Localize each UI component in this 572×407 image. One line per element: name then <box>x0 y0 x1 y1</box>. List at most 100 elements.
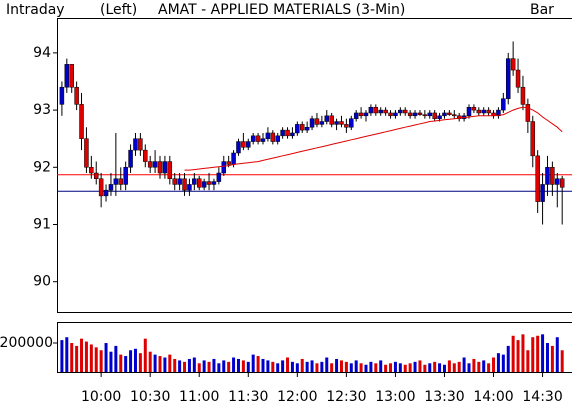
volume-bar <box>300 358 304 372</box>
x-tick-label: 11:30 <box>228 389 268 405</box>
volume-bar <box>232 357 236 372</box>
x-tick-label: 10:00 <box>81 389 121 405</box>
volume-tick-label: 200000 <box>0 335 53 351</box>
chart-style: Bar <box>530 2 554 18</box>
volume-bar <box>506 345 510 372</box>
volume-bar <box>325 357 329 372</box>
volume-bar <box>192 357 196 372</box>
volume-bar <box>271 361 275 372</box>
candle-body <box>349 118 354 128</box>
volume-bar <box>129 350 133 372</box>
candle-body <box>535 155 540 202</box>
volume-bar <box>305 361 309 372</box>
candle-body <box>481 109 486 114</box>
candle-body <box>103 189 109 197</box>
y-tick-label: 92 <box>33 159 51 175</box>
candle-body <box>280 129 285 137</box>
candle-body <box>172 178 177 185</box>
volume-bar <box>389 363 393 372</box>
volume-bar <box>197 363 201 372</box>
candle-body <box>255 135 261 142</box>
volume-bar <box>315 363 319 372</box>
candle-body <box>515 69 521 88</box>
volume-bar <box>119 354 123 372</box>
volume-bar <box>276 363 280 372</box>
candle-body <box>466 106 472 117</box>
header-left: Intraday <box>6 2 65 18</box>
volume-bar <box>452 363 456 372</box>
volume-bar <box>80 338 84 372</box>
candle-body <box>79 104 84 139</box>
volume-bar <box>75 345 79 372</box>
volume-bar <box>364 364 368 372</box>
axis-side: (Left) <box>100 2 137 18</box>
candle-body <box>398 109 403 114</box>
moving-average <box>184 106 563 171</box>
candle-body <box>108 184 114 191</box>
x-tick-label: 13:00 <box>375 389 415 405</box>
y-tick-label: 90 <box>33 274 51 290</box>
candle-body <box>525 104 531 122</box>
volume-bar <box>89 344 93 372</box>
volume-bar <box>428 363 432 372</box>
volume-bar <box>114 345 118 372</box>
candle-body <box>157 161 163 174</box>
x-tick-label: 13:30 <box>424 389 464 405</box>
y-tick-label: 94 <box>33 45 51 61</box>
candle-body <box>152 161 158 168</box>
candle-body <box>177 178 182 185</box>
candle-body <box>260 138 266 142</box>
volume-bar <box>168 354 172 372</box>
volume-bar <box>423 364 427 372</box>
volume-bar <box>84 341 88 372</box>
volume-bar <box>202 360 206 372</box>
candle-body <box>98 178 104 197</box>
candle-body <box>265 132 271 139</box>
volume-bar <box>133 348 137 372</box>
candle-body <box>221 161 227 174</box>
volume-bar <box>251 354 255 372</box>
candle-body <box>93 172 99 179</box>
candle-body <box>187 184 192 191</box>
candle-body <box>250 135 256 142</box>
candle-body <box>388 112 393 117</box>
x-tick-label: 12:00 <box>277 389 317 405</box>
candle-body <box>329 115 334 125</box>
candle-body <box>64 64 70 88</box>
candle-body <box>275 135 280 142</box>
candle-body <box>555 178 560 185</box>
volume-bar <box>536 335 540 372</box>
volume-bar <box>212 358 216 372</box>
candle-body <box>427 112 433 117</box>
x-tick-label: 10:30 <box>130 389 170 405</box>
volume-bar <box>472 358 476 372</box>
candle-body <box>74 86 79 105</box>
candle-body <box>412 112 418 117</box>
candle-body <box>231 152 236 165</box>
volume-bar <box>418 360 422 372</box>
volume-bar <box>109 351 113 372</box>
volume-bar <box>521 334 525 372</box>
volume-bar <box>501 354 505 372</box>
y-tick-label: 93 <box>33 102 51 118</box>
candle-body <box>417 112 423 115</box>
candle-body <box>550 167 555 185</box>
candle-body <box>334 121 339 125</box>
volume-bar <box>545 343 549 372</box>
candle-body <box>290 132 295 137</box>
candle-body <box>447 112 452 115</box>
candle-body <box>133 138 138 151</box>
volume-bar <box>320 361 324 372</box>
volume-bar <box>266 360 270 372</box>
candle-body <box>545 167 550 185</box>
volume-bar <box>467 363 471 372</box>
volume-bar <box>344 361 348 372</box>
candle-body <box>167 161 173 179</box>
volume-bar <box>398 363 402 372</box>
volume-bar <box>256 356 260 372</box>
volume-bar <box>153 354 157 372</box>
volume-bar <box>163 357 167 372</box>
candle-body <box>59 86 65 105</box>
candle-body <box>69 64 74 88</box>
